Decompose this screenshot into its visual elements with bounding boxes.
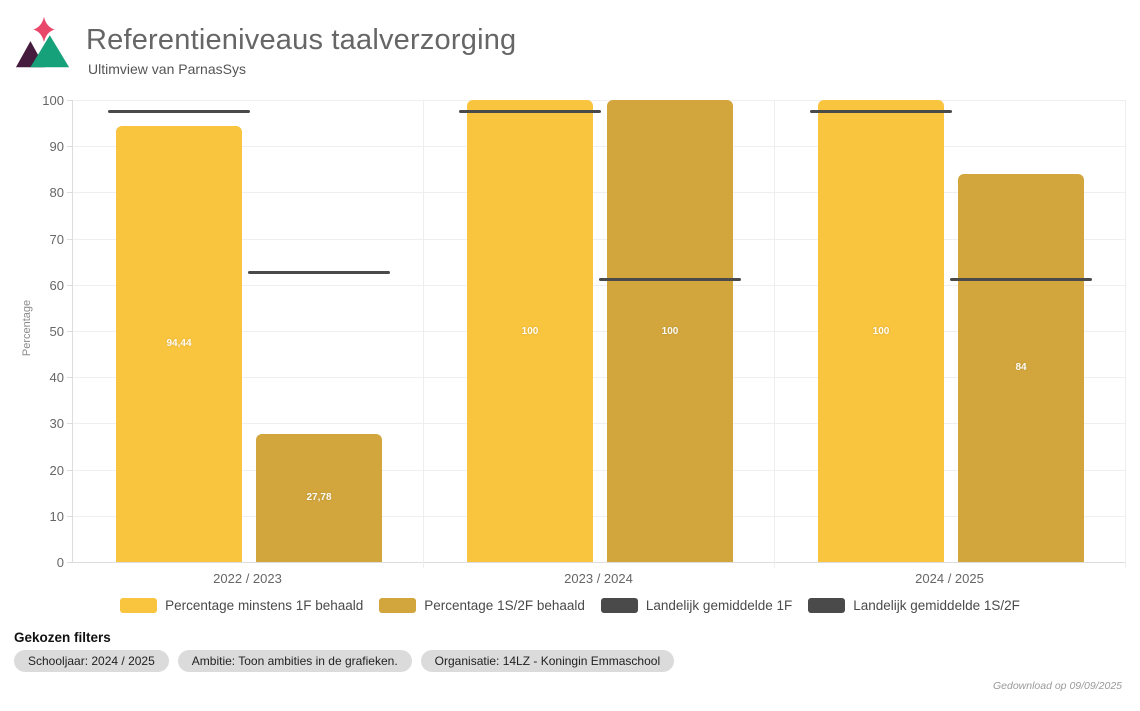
legend-label: Percentage 1S/2F behaald: [424, 598, 585, 613]
y-tick-mark: [67, 192, 72, 194]
gridline: [73, 284, 1126, 286]
reference-line: [248, 271, 390, 275]
y-tick-label: 20: [49, 462, 64, 478]
filter-pills: Schooljaar: 2024 / 2025 Ambitie: Toon amb…: [14, 650, 675, 672]
reference-line: [950, 278, 1092, 282]
x-tick-label: 2024 / 2025: [915, 571, 984, 586]
reference-line: [459, 109, 601, 113]
legend-item[interactable]: Percentage 1S/2F behaald: [379, 598, 585, 613]
y-tick-label: 90: [49, 139, 64, 155]
filter-pill[interactable]: Ambitie: Toon ambities in de grafieken.: [177, 650, 412, 672]
page-title: Referentieniveaus taalverzorging: [86, 24, 517, 56]
y-tick-mark: [67, 562, 72, 563]
bar-value-label: 84: [1015, 362, 1027, 374]
bar-1s2f[interactable]: 100: [607, 100, 733, 562]
y-tick-label: 0: [56, 555, 64, 570]
filter-pill[interactable]: Schooljaar: 2024 / 2025: [14, 650, 169, 672]
y-tick-mark: [67, 331, 72, 332]
gridline: [73, 515, 1126, 517]
legend-line-swatch: [808, 598, 846, 613]
reference-line: [599, 278, 741, 282]
chart-legend: Percentage minstens 1F behaald Percentage…: [0, 598, 1140, 613]
y-tick-mark: [67, 423, 72, 425]
legend-line-swatch: [600, 598, 638, 613]
legend-item[interactable]: Landelijk gemiddelde 1F: [600, 598, 793, 613]
ultimview-logo-icon: [15, 16, 70, 68]
legend-label: Landelijk gemiddelde 1S/2F: [853, 598, 1020, 613]
y-tick-label: 40: [49, 370, 64, 386]
y-tick-mark: [67, 284, 72, 286]
bar-1s2f[interactable]: 84: [958, 173, 1084, 562]
gridline: [73, 331, 1126, 332]
legend-label: Landelijk gemiddelde 1F: [645, 598, 793, 613]
legend-item[interactable]: Landelijk gemiddelde 1S/2F: [808, 598, 1020, 613]
legend-item[interactable]: Percentage minstens 1F behaald: [120, 598, 363, 613]
bar-value-label: 27,78: [306, 492, 332, 504]
gridline: [73, 469, 1126, 471]
gridline: [73, 238, 1126, 240]
bar-value-label: 100: [521, 325, 539, 337]
group-separator: [1125, 100, 1126, 568]
bar-1f[interactable]: 100: [467, 100, 593, 562]
y-tick-label: 80: [49, 185, 64, 201]
y-tick-label: 60: [49, 277, 64, 293]
reference-line: [810, 109, 952, 113]
y-tick-label: 50: [49, 324, 64, 339]
download-date: Gedownload op 09/09/2025: [992, 680, 1122, 692]
legend-label: Percentage minstens 1F behaald: [165, 598, 364, 613]
bar-value-label: 100: [661, 325, 679, 337]
plot-area: 94,44 100 100 27,78 100 84: [72, 100, 1126, 568]
reference-line: [108, 110, 250, 114]
y-tick-label: 100: [42, 93, 64, 108]
gridline: [73, 192, 1126, 194]
bar-value-label: 100: [872, 325, 890, 337]
gridline: [73, 146, 1126, 148]
x-tick-label: 2023 / 2024: [564, 571, 633, 586]
group-separator: [423, 100, 424, 568]
y-tick-mark: [67, 146, 72, 148]
legend-bar-swatch: [379, 598, 417, 613]
y-tick-mark: [67, 238, 72, 240]
filters-heading: Gekozen filters: [14, 630, 111, 645]
legend-bar-swatch: [120, 598, 158, 613]
bar-1f[interactable]: 94,44: [116, 125, 242, 562]
bar-chart: Percentage 94,44 100 100 27,78 100 84 0 10 20 30…: [0, 92, 1140, 597]
gridline: [73, 100, 1126, 101]
group-separator: [774, 100, 775, 568]
gridline: [73, 377, 1126, 379]
filter-pill[interactable]: Organisatie: 14LZ - Koningin Emmaschool: [420, 650, 675, 672]
y-tick-label: 30: [49, 416, 64, 432]
gridline: [73, 423, 1126, 425]
bar-1f[interactable]: 100: [818, 100, 944, 562]
page-subtitle: Ultimview van ParnasSys: [88, 61, 246, 77]
y-tick-label: 70: [49, 231, 64, 247]
bar-1s2f[interactable]: 27,78: [256, 433, 382, 562]
y-tick-mark: [67, 469, 72, 471]
y-tick-mark: [67, 377, 72, 379]
y-tick-mark: [67, 100, 72, 101]
y-tick-mark: [67, 515, 72, 517]
y-tick-label: 10: [49, 508, 64, 524]
bar-value-label: 94,44: [166, 338, 192, 350]
x-tick-label: 2022 / 2023: [213, 571, 282, 586]
